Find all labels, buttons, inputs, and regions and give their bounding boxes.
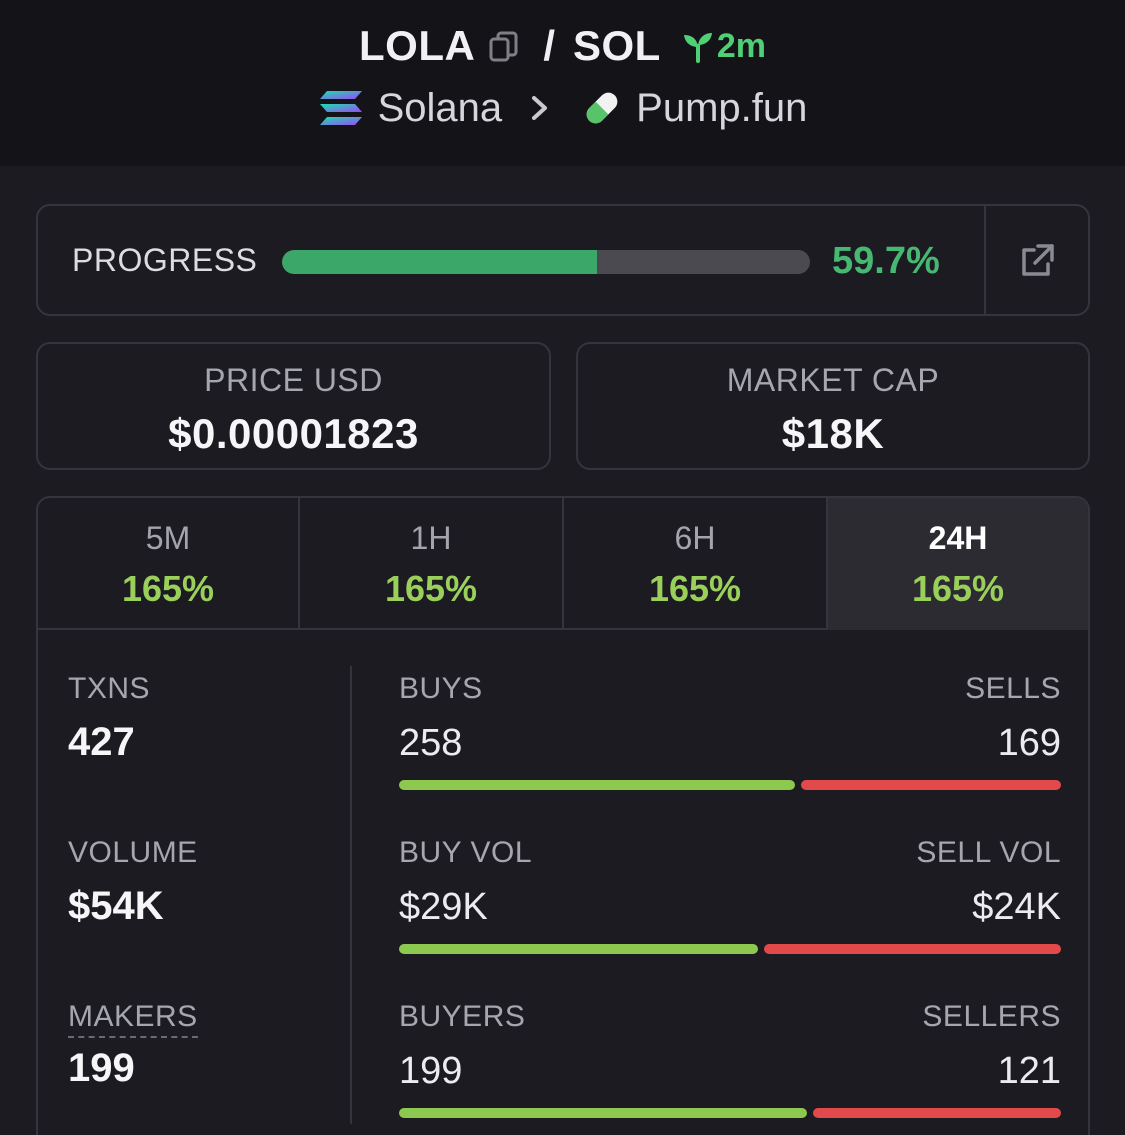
makers-label[interactable]: MAKERS	[68, 1000, 198, 1038]
buyers-value: 199	[399, 1050, 463, 1092]
tab-5m[interactable]: 5M 165%	[38, 498, 300, 630]
buys-sells-split: BUYS SELLS 258 169	[399, 672, 1061, 802]
volume-metric: VOLUME $54K	[68, 836, 198, 929]
tab-24h[interactable]: 24H 165%	[828, 498, 1088, 630]
buys-value: 258	[399, 722, 463, 764]
txns-value: 427	[68, 720, 135, 764]
price-usd-card: PRICE USD $0.00001823	[36, 342, 551, 470]
makers-metric: MAKERS 199	[68, 1000, 198, 1091]
buys-label: BUYS	[399, 672, 483, 705]
buy-bar	[399, 944, 758, 954]
buy-sell-volume-split: BUY VOL SELL VOL $29K $24K	[399, 836, 1061, 966]
progress-bar-fill	[282, 250, 598, 274]
pair-title-row: LOLA / SOL 2m	[0, 20, 1125, 72]
progress-divider	[984, 206, 986, 314]
pair-age: 2m	[716, 26, 766, 65]
sellers-label: SELLERS	[922, 1000, 1061, 1033]
pair-separator: /	[543, 22, 555, 69]
buy-vol-label: BUY VOL	[399, 836, 533, 869]
sellers-value: 121	[997, 1050, 1061, 1092]
buy-vol-value: $29K	[399, 886, 488, 928]
txn-stats-panel: 5M 165% 1H 165% 6H 165% 24H 165% TXNS 42…	[36, 496, 1090, 1135]
chain-name[interactable]: Solana	[377, 85, 503, 130]
market-cap-label: MARKET CAP	[726, 362, 940, 398]
chevron-right-icon	[528, 93, 552, 123]
column-divider	[350, 666, 352, 1124]
market-cap-card: MARKET CAP $18K	[576, 342, 1090, 470]
market-cap-value: $18K	[781, 410, 885, 457]
pill-icon	[580, 86, 624, 130]
sell-bar	[801, 780, 1061, 790]
tab-label: 5M	[145, 520, 191, 556]
progress-value: 59.7%	[832, 240, 940, 282]
sells-value: 169	[997, 722, 1061, 764]
pair-header: LOLA / SOL 2m	[0, 0, 1125, 166]
buys-sells-bar	[399, 780, 1061, 790]
tab-1h[interactable]: 1H 165%	[300, 498, 564, 630]
chain-breadcrumb: Solana Pump.fun	[0, 82, 1125, 134]
txns-label: TXNS	[68, 672, 151, 705]
makers-value: 199	[68, 1046, 135, 1090]
bonding-progress-card: PROGRESS 59.7%	[36, 204, 1090, 316]
tab-change: 165%	[911, 568, 1005, 609]
tab-label: 6H	[674, 520, 716, 556]
buy-bar	[399, 780, 795, 790]
buy-bar	[399, 1108, 807, 1118]
dex-name[interactable]: Pump.fun	[636, 85, 808, 130]
sell-bar	[813, 1108, 1061, 1118]
timeframe-tabs: 5M 165% 1H 165% 6H 165% 24H 165%	[38, 498, 1088, 630]
progress-bar	[282, 250, 810, 274]
buy-sell-volume-bar	[399, 944, 1061, 954]
progress-label: PROGRESS	[72, 242, 258, 278]
copy-icon[interactable]	[487, 29, 521, 63]
buyers-sellers-split: BUYERS SELLERS 199 121	[399, 1000, 1061, 1130]
external-link-icon[interactable]	[1018, 242, 1056, 280]
price-usd-label: PRICE USD	[204, 362, 383, 398]
tab-label: 1H	[410, 520, 452, 556]
quote-symbol: SOL	[573, 22, 661, 69]
txns-metric: TXNS 427	[68, 672, 150, 765]
tab-label: 24H	[928, 520, 988, 556]
tab-change: 165%	[121, 568, 215, 609]
price-usd-value: $0.00001823	[168, 410, 419, 457]
solana-icon	[318, 88, 364, 128]
volume-label: VOLUME	[68, 836, 198, 869]
tab-change: 165%	[384, 568, 478, 609]
buyers-label: BUYERS	[399, 1000, 526, 1033]
tab-change: 165%	[648, 568, 742, 609]
buyers-sellers-bar	[399, 1108, 1061, 1118]
sell-bar	[764, 944, 1061, 954]
sell-vol-label: SELL VOL	[916, 836, 1061, 869]
tab-6h[interactable]: 6H 165%	[564, 498, 828, 630]
sprout-icon	[681, 29, 715, 63]
volume-value: $54K	[68, 884, 164, 928]
sells-label: SELLS	[965, 672, 1061, 705]
token-symbol: LOLA	[359, 22, 476, 69]
sell-vol-value: $24K	[972, 886, 1061, 928]
